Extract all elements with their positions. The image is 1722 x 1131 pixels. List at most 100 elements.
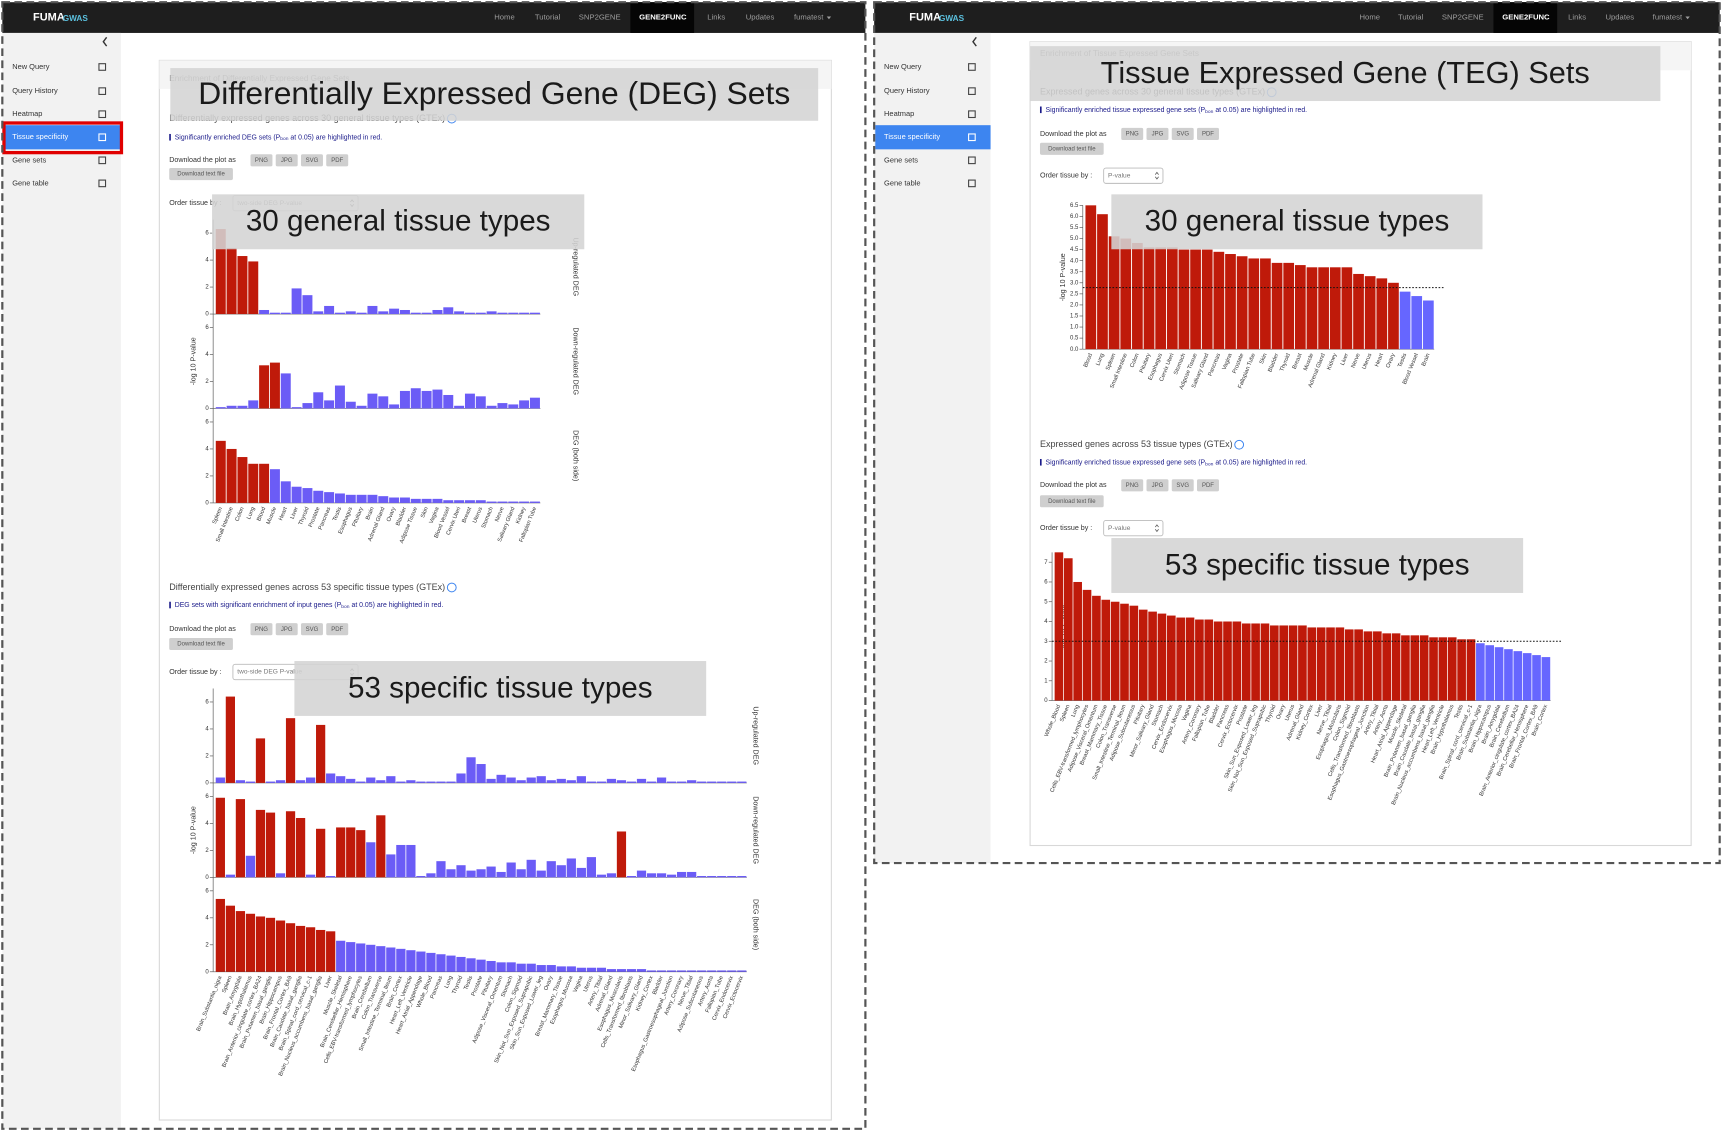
- format-button[interactable]: [1146, 127, 1169, 141]
- nav-item[interactable]: Updates: [1605, 13, 1634, 22]
- format-button[interactable]: [1197, 479, 1219, 492]
- order-label: Order tissue by :: [1040, 172, 1092, 180]
- format-button-label[interactable]: PNG: [1126, 132, 1139, 138]
- section-caption: 53 specific tissue types: [348, 671, 653, 704]
- format-button[interactable]: [275, 154, 298, 167]
- nav-item[interactable]: SNP2GENE: [579, 13, 621, 22]
- order-select[interactable]: [1103, 520, 1164, 537]
- download-text-button[interactable]: [1039, 142, 1104, 155]
- format-button-label[interactable]: PDF: [1202, 132, 1214, 138]
- nav-item[interactable]: Links: [1568, 13, 1586, 22]
- format-button[interactable]: [326, 154, 349, 167]
- format-button-label[interactable]: SVG: [1176, 132, 1189, 138]
- format-button-label[interactable]: PNG: [255, 627, 268, 633]
- bar: [1143, 247, 1155, 350]
- format-button[interactable]: [1146, 479, 1169, 492]
- sidebar-item[interactable]: Gene sets: [12, 155, 46, 164]
- bar: [396, 781, 406, 783]
- bar: [215, 407, 226, 409]
- format-button-label[interactable]: PDF: [331, 158, 343, 164]
- bar: [1085, 205, 1097, 350]
- format-button[interactable]: [1197, 127, 1219, 141]
- sidebar-item[interactable]: Gene table: [12, 178, 48, 187]
- format-button-label[interactable]: PDF: [1202, 483, 1214, 489]
- download-text-label[interactable]: Download text file: [177, 642, 225, 648]
- bar: [1279, 625, 1288, 701]
- sidebar-item[interactable]: New Query: [884, 62, 922, 71]
- format-button-label[interactable]: PNG: [1126, 483, 1139, 489]
- nav-item[interactable]: GENE2FUNC: [1502, 13, 1550, 22]
- order-select-value[interactable]: two-side DEG P-value: [237, 669, 302, 676]
- format-button[interactable]: [1171, 127, 1194, 141]
- bar: [275, 873, 286, 878]
- download-label: Download the plot as: [169, 625, 236, 633]
- download-text-button[interactable]: [169, 168, 233, 181]
- sidebar-item[interactable]: New Query: [12, 62, 50, 71]
- nav-item[interactable]: Links: [707, 13, 725, 22]
- sidebar-item[interactable]: Query History: [12, 86, 58, 95]
- format-button[interactable]: [1171, 479, 1194, 492]
- format-button-label[interactable]: PNG: [255, 158, 268, 164]
- format-button-label[interactable]: JPG: [1152, 483, 1164, 489]
- nav-item[interactable]: GENE2FUNC: [639, 13, 687, 22]
- format-button[interactable]: [250, 154, 273, 167]
- format-button-label[interactable]: JPG: [1152, 132, 1164, 138]
- bar: [1073, 581, 1082, 701]
- nav-item[interactable]: Updates: [746, 13, 775, 22]
- sidebar-item[interactable]: Heatmap: [12, 109, 42, 118]
- format-button[interactable]: [326, 623, 349, 636]
- caret: [1685, 16, 1690, 20]
- bar: [536, 965, 546, 972]
- download-text-button[interactable]: [169, 637, 233, 651]
- bar: [269, 469, 280, 503]
- nav-item[interactable]: Tutorial: [535, 13, 561, 22]
- bar: [237, 405, 248, 409]
- bar: [727, 781, 737, 783]
- nav-item[interactable]: fumatest: [794, 13, 824, 22]
- bar: [386, 947, 396, 972]
- note: Significantly enriched tissue expressed …: [1045, 107, 1307, 115]
- format-button[interactable]: [275, 623, 298, 636]
- download-text-label[interactable]: Download text file: [1048, 499, 1096, 505]
- bar: [367, 305, 378, 315]
- bar: [389, 404, 400, 409]
- nav-item[interactable]: Home: [1360, 13, 1380, 22]
- format-button[interactable]: [300, 154, 323, 167]
- nav-item[interactable]: Home: [494, 13, 514, 22]
- bar: [421, 312, 432, 315]
- bar: [248, 400, 259, 409]
- sidebar-item[interactable]: Heatmap: [884, 109, 914, 118]
- bar: [1101, 599, 1111, 701]
- sidebar-item[interactable]: Tissue specificity: [12, 132, 68, 141]
- order-select-value[interactable]: P-value: [1108, 172, 1131, 179]
- format-button-label[interactable]: SVG: [306, 158, 319, 164]
- order-select[interactable]: [1103, 167, 1164, 184]
- x-tick-label: Lung: [246, 506, 256, 520]
- sidebar-item[interactable]: Gene table: [884, 178, 920, 187]
- format-button-label[interactable]: JPG: [281, 158, 293, 164]
- order-select-value[interactable]: P-value: [1108, 525, 1131, 532]
- nav-item[interactable]: SNP2GENE: [1442, 13, 1484, 22]
- format-button[interactable]: [1121, 127, 1144, 141]
- download-text-label[interactable]: Download text file: [177, 172, 225, 178]
- format-button[interactable]: [300, 623, 323, 636]
- y-tick-label: 2: [205, 379, 209, 385]
- nav-item[interactable]: Tutorial: [1398, 13, 1424, 22]
- sidebar-item[interactable]: Query History: [884, 86, 930, 95]
- sidebar-icon: [968, 110, 976, 119]
- y-tick-label: 4: [205, 821, 209, 827]
- download-text-label[interactable]: Download text file: [1048, 146, 1096, 152]
- format-button-label[interactable]: SVG: [306, 627, 319, 633]
- format-button-label[interactable]: JPG: [281, 627, 293, 633]
- format-button-label[interactable]: PDF: [331, 627, 343, 633]
- download-text-button[interactable]: [1039, 495, 1104, 508]
- sidebar-item[interactable]: Gene sets: [884, 155, 918, 164]
- format-button[interactable]: [1121, 479, 1144, 492]
- note-text: Significantly enriched tissue expressed …: [1045, 459, 1205, 466]
- format-button-label[interactable]: SVG: [1176, 483, 1189, 489]
- sidebar-item[interactable]: Tissue specificity: [884, 132, 940, 141]
- bar: [410, 388, 421, 409]
- format-button[interactable]: [250, 623, 273, 636]
- nav-item[interactable]: fumatest: [1653, 13, 1683, 22]
- bar: [305, 777, 316, 783]
